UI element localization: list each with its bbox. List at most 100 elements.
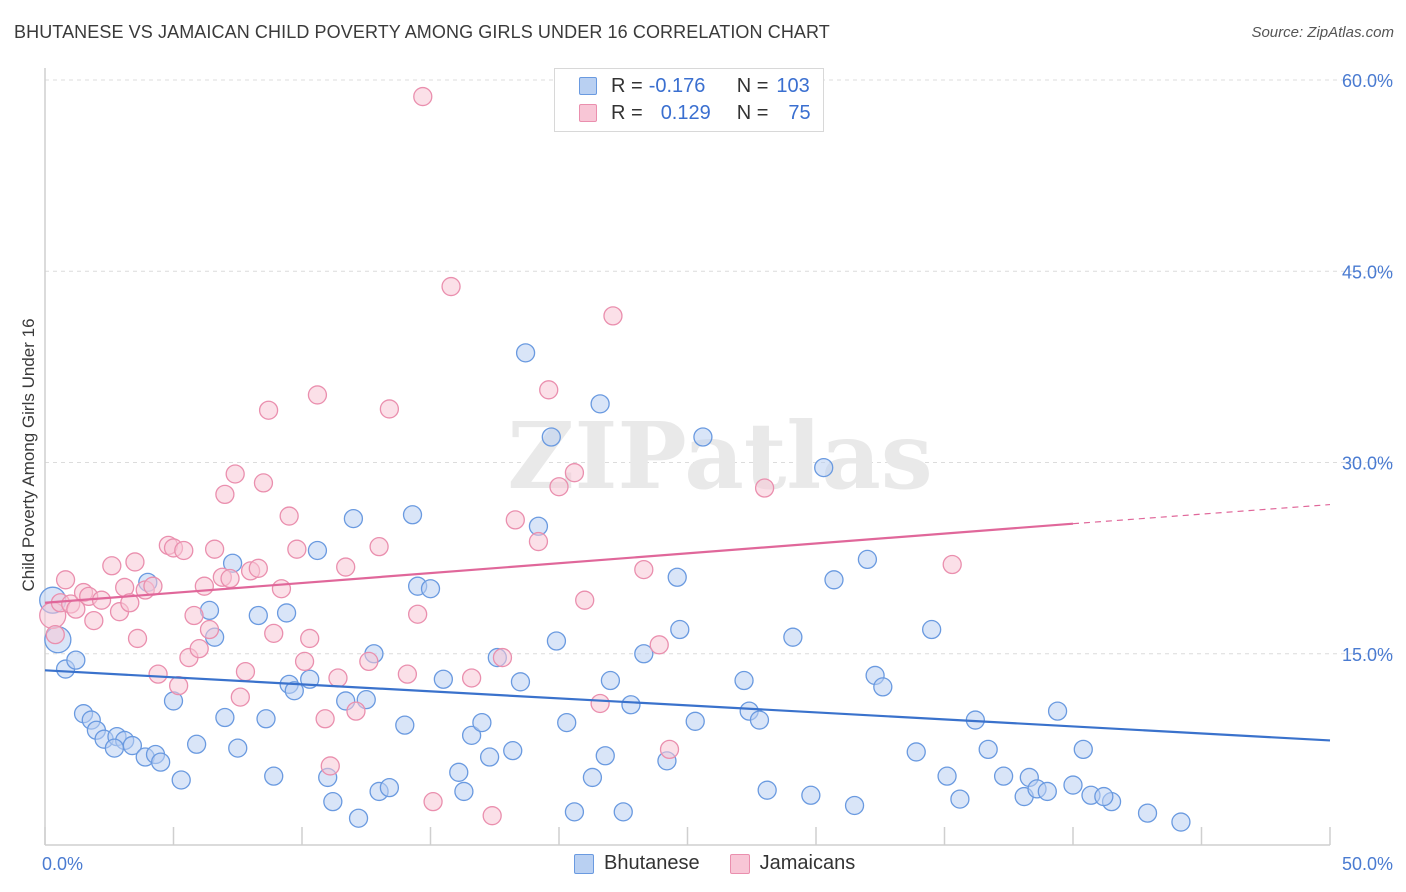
data-point bbox=[199, 619, 220, 640]
data-point bbox=[264, 766, 284, 786]
data-point bbox=[906, 742, 926, 762]
data-point bbox=[307, 385, 328, 405]
y-tick-label: 15.0% bbox=[1342, 645, 1393, 665]
data-point bbox=[220, 568, 240, 589]
correlation-legend: R = -0.176 N = 103 R = 0.129 N = 75 bbox=[554, 68, 824, 132]
legend-item-jamaicans[interactable]: Jamaicans bbox=[729, 852, 856, 875]
legend-r-label: R = bbox=[611, 74, 643, 97]
data-point bbox=[844, 795, 865, 816]
data-point bbox=[423, 792, 443, 812]
data-point bbox=[171, 770, 191, 790]
data-point bbox=[45, 624, 65, 645]
data-point bbox=[564, 802, 585, 822]
data-point bbox=[307, 540, 328, 561]
data-point bbox=[667, 567, 687, 587]
data-point bbox=[271, 579, 292, 599]
data-point bbox=[264, 623, 284, 643]
data-point bbox=[528, 531, 549, 552]
data-point bbox=[613, 802, 633, 822]
data-point bbox=[575, 590, 595, 610]
legend-item-bhutanese[interactable]: Bhutanese bbox=[574, 852, 700, 875]
data-point bbox=[186, 734, 207, 754]
legend-n-value: 75 bbox=[788, 101, 811, 124]
data-point bbox=[461, 668, 482, 688]
data-point bbox=[557, 712, 577, 733]
data-point bbox=[84, 610, 104, 631]
legend-swatch-bhutanese bbox=[574, 853, 594, 874]
data-point bbox=[461, 725, 482, 745]
data-point bbox=[757, 780, 777, 800]
data-point bbox=[228, 738, 248, 758]
data-point bbox=[379, 399, 400, 419]
data-point bbox=[649, 635, 669, 655]
legend-row-bhutanese: R = -0.176 N = 103 bbox=[579, 74, 810, 98]
legend-r-label: R = bbox=[611, 101, 643, 124]
data-point bbox=[395, 715, 415, 735]
data-point bbox=[1137, 803, 1158, 823]
data-point bbox=[104, 738, 125, 758]
data-point bbox=[749, 710, 770, 730]
legend-n-value: 103 bbox=[776, 74, 810, 97]
data-point bbox=[472, 712, 492, 733]
legend-swatch-jamaicans bbox=[729, 853, 750, 874]
y-tick-label: 60.0% bbox=[1342, 71, 1393, 91]
data-point bbox=[549, 477, 569, 497]
x-tick-label: 0.0% bbox=[42, 854, 83, 874]
bhutanese-trend-line bbox=[44, 669, 1331, 742]
tick-labels: 15.0% 30.0% 45.0% 60.0% 0.0% 50.0% bbox=[42, 71, 1393, 874]
data-point bbox=[814, 457, 834, 478]
data-point bbox=[541, 427, 561, 447]
data-point bbox=[492, 647, 513, 668]
data-point bbox=[323, 792, 343, 812]
y-tick-label: 30.0% bbox=[1342, 454, 1393, 474]
legend-label-bhutanese: Bhutanese bbox=[604, 852, 700, 874]
data-point bbox=[407, 604, 428, 624]
data-point bbox=[91, 590, 112, 610]
data-point bbox=[369, 537, 389, 557]
data-point bbox=[397, 664, 418, 684]
data-point bbox=[127, 628, 148, 649]
data-point bbox=[279, 506, 299, 526]
data-point bbox=[348, 808, 369, 828]
data-point bbox=[168, 675, 189, 696]
data-point bbox=[600, 670, 621, 691]
data-point bbox=[942, 554, 962, 575]
data-point bbox=[248, 558, 268, 578]
data-point bbox=[754, 478, 775, 498]
data-point bbox=[148, 664, 168, 684]
data-point bbox=[315, 709, 335, 729]
jamaican-trend-line bbox=[44, 522, 1074, 604]
data-point bbox=[204, 539, 225, 559]
data-point bbox=[801, 785, 821, 805]
x-tick-label: 50.0% bbox=[1342, 854, 1393, 874]
data-point bbox=[1073, 739, 1093, 760]
jamaican-trend-extension bbox=[1072, 503, 1331, 525]
legend-r-value: 0.129 bbox=[660, 101, 711, 124]
data-point bbox=[294, 651, 315, 672]
data-point bbox=[55, 570, 76, 590]
legend-label-jamaicans: Jamaicans bbox=[759, 852, 856, 874]
legend-n-label: N = bbox=[736, 101, 769, 124]
data-point bbox=[402, 505, 423, 525]
data-point bbox=[276, 603, 297, 623]
data-point bbox=[783, 627, 803, 647]
data-point bbox=[189, 639, 209, 659]
data-point bbox=[256, 709, 276, 729]
data-point bbox=[564, 463, 585, 483]
data-point bbox=[1037, 781, 1057, 802]
data-point bbox=[420, 579, 441, 599]
data-point bbox=[300, 628, 320, 649]
data-point bbox=[539, 380, 559, 400]
data-point bbox=[235, 661, 256, 682]
data-point bbox=[336, 557, 356, 577]
data-point bbox=[215, 707, 235, 728]
data-point bbox=[449, 762, 469, 782]
data-point bbox=[284, 681, 304, 701]
data-point bbox=[503, 741, 523, 761]
data-point bbox=[479, 747, 500, 767]
data-point bbox=[482, 806, 502, 826]
data-point bbox=[824, 570, 844, 590]
data-point bbox=[634, 559, 654, 580]
data-point bbox=[857, 549, 878, 570]
